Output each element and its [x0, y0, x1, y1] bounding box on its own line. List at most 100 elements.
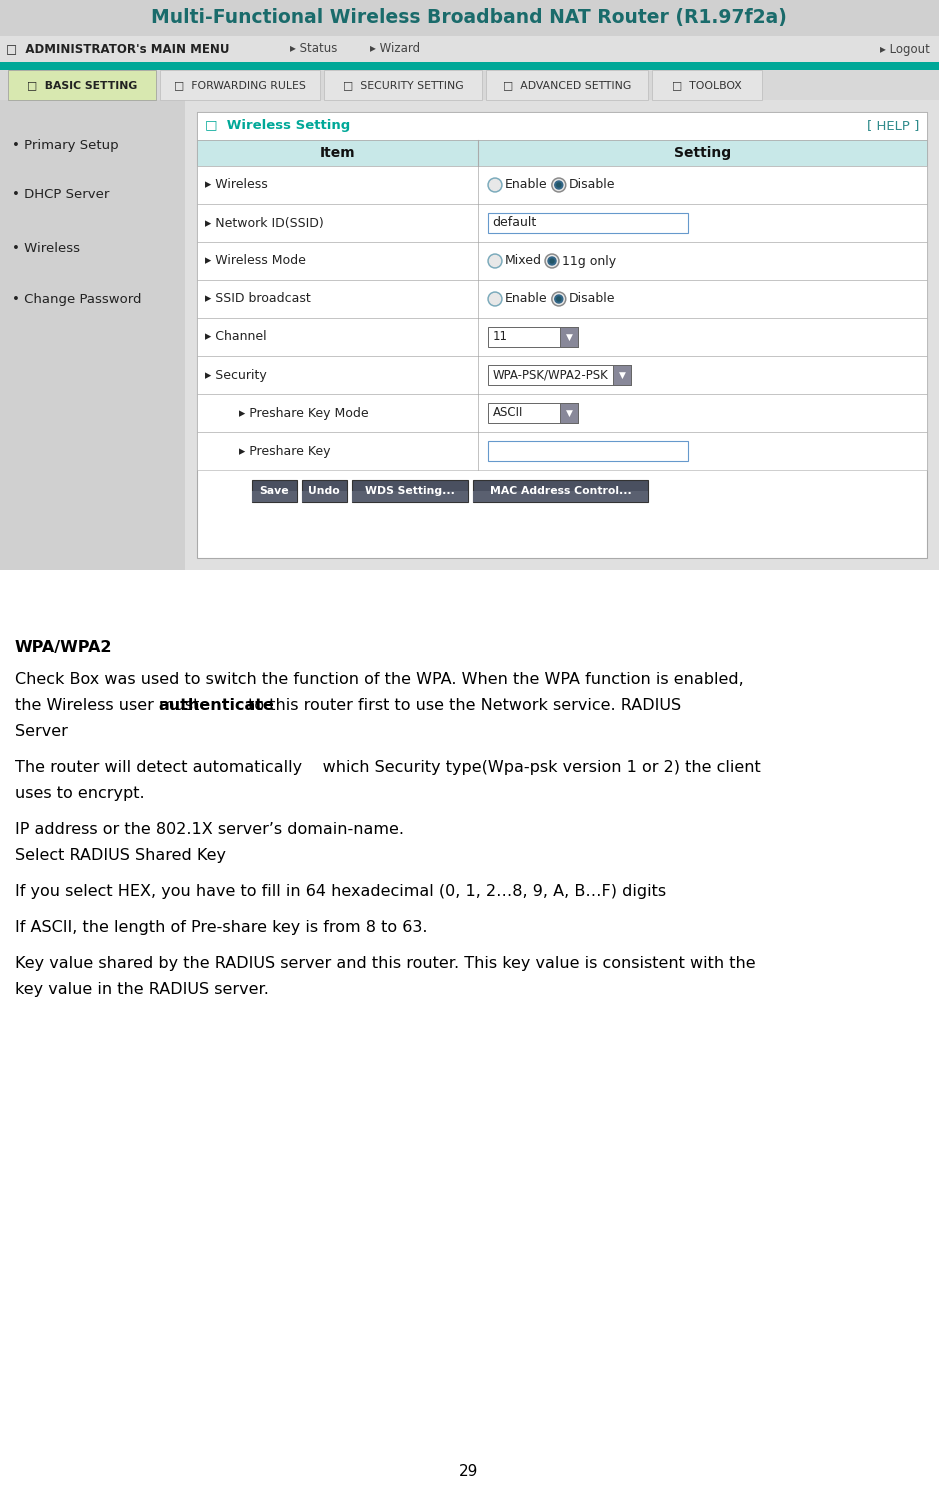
Bar [0, 63, 939, 70]
Text: Enable: Enable [505, 292, 547, 306]
Circle shape [552, 178, 566, 192]
Text: If you select HEX, you have to fill in 64 hexadecimal (0, 1, 2…8, 9, A, B…F) dig: If you select HEX, you have to fill in 6… [15, 883, 666, 900]
Bar [252, 480, 297, 501]
Text: 11g only: 11g only [562, 255, 616, 267]
Circle shape [555, 295, 562, 303]
Bar [488, 442, 688, 461]
Circle shape [557, 297, 561, 301]
Text: The router will detect automatically    which Security type(Wpa-psk version 1 or: The router will detect automatically whi… [15, 759, 761, 774]
Circle shape [488, 292, 502, 306]
Bar [0, 70, 939, 100]
Text: □  ADVANCED SETTING: □ ADVANCED SETTING [503, 81, 631, 90]
Text: ▸ Preshare Key: ▸ Preshare Key [223, 445, 331, 458]
Circle shape [546, 255, 558, 267]
Bar [488, 403, 578, 424]
Circle shape [545, 254, 559, 269]
Text: □  ADMINISTRATOR's MAIN MENU: □ ADMINISTRATOR's MAIN MENU [6, 42, 229, 55]
Bar [473, 480, 648, 501]
Text: □  TOOLBOX: □ TOOLBOX [672, 81, 742, 90]
Text: ▸ Preshare Key Mode: ▸ Preshare Key Mode [223, 406, 369, 419]
Circle shape [557, 184, 561, 186]
Text: Server: Server [15, 724, 68, 739]
Bar [488, 327, 578, 348]
Circle shape [488, 254, 502, 269]
Bar [197, 204, 927, 242]
Text: Item: Item [319, 146, 355, 160]
Circle shape [489, 294, 500, 304]
Text: Save: Save [259, 486, 289, 495]
Bar [160, 70, 320, 100]
Bar [197, 357, 927, 394]
Bar [197, 112, 927, 558]
Text: Enable: Enable [505, 179, 547, 191]
Text: ▸ Security: ▸ Security [205, 369, 267, 382]
Bar [351, 491, 469, 501]
Circle shape [548, 257, 556, 266]
Bar [301, 491, 346, 501]
Bar [197, 242, 927, 280]
Text: 11: 11 [493, 331, 508, 343]
Text: ▼: ▼ [619, 370, 625, 379]
Text: 29: 29 [459, 1465, 479, 1480]
Text: default: default [492, 216, 536, 230]
Bar [488, 213, 688, 233]
Text: • Change Password: • Change Password [12, 294, 142, 306]
Text: ▸ Channel: ▸ Channel [205, 331, 267, 343]
Text: If ASCII, the length of Pre-share key is from 8 to 63.: If ASCII, the length of Pre-share key is… [15, 921, 427, 935]
Bar [324, 70, 482, 100]
Bar [613, 366, 631, 385]
Text: WDS Setting...: WDS Setting... [365, 486, 454, 495]
Text: ▸ Status: ▸ Status [290, 42, 337, 55]
Bar [252, 491, 297, 501]
Text: Mixed: Mixed [505, 255, 542, 267]
Text: Key value shared by the RADIUS server and this router. This key value is consist: Key value shared by the RADIUS server an… [15, 956, 756, 971]
Bar [488, 366, 631, 385]
Text: ▸ Wireless Mode: ▸ Wireless Mode [205, 255, 306, 267]
Bar [486, 70, 648, 100]
Text: Check Box was used to switch the function of the WPA. When the WPA function is e: Check Box was used to switch the functio… [15, 671, 744, 686]
Bar [560, 327, 578, 348]
Bar [0, 100, 185, 570]
Text: □  BASIC SETTING: □ BASIC SETTING [27, 81, 137, 90]
Bar [301, 480, 346, 501]
Bar [197, 318, 927, 357]
Circle shape [553, 294, 564, 304]
Bar [0, 0, 939, 36]
Bar [197, 166, 927, 204]
Text: Multi-Functional Wireless Broadband NAT Router (R1.97f2a): Multi-Functional Wireless Broadband NAT … [151, 9, 787, 27]
Circle shape [553, 179, 564, 191]
Bar [197, 280, 927, 318]
Text: ▸ Wizard: ▸ Wizard [370, 42, 420, 55]
Bar [197, 394, 927, 433]
Circle shape [488, 178, 502, 192]
Text: WPA/WPA2: WPA/WPA2 [15, 640, 113, 655]
Circle shape [489, 179, 500, 191]
Text: Disable: Disable [569, 179, 615, 191]
Text: • Wireless: • Wireless [12, 242, 80, 255]
Text: ▼: ▼ [565, 333, 573, 342]
Text: ▸ Network ID(SSID): ▸ Network ID(SSID) [205, 216, 324, 230]
Text: [ HELP ]: [ HELP ] [867, 119, 919, 133]
Bar [351, 480, 469, 501]
Bar [197, 433, 927, 470]
Text: ▼: ▼ [565, 409, 573, 418]
Bar [0, 100, 939, 570]
Text: Undo: Undo [308, 486, 340, 495]
Bar [0, 36, 939, 63]
Bar [8, 70, 156, 100]
Text: • Primary Setup: • Primary Setup [12, 139, 118, 152]
Text: □  Wireless Setting: □ Wireless Setting [205, 119, 350, 133]
Bar [197, 112, 927, 140]
Text: to this router first to use the Network service. RADIUS: to this router first to use the Network … [243, 698, 682, 713]
Bar [560, 403, 578, 424]
Text: • DHCP Server: • DHCP Server [12, 188, 109, 201]
Text: ▸ Logout: ▸ Logout [880, 42, 930, 55]
Text: Select RADIUS Shared Key: Select RADIUS Shared Key [15, 847, 226, 862]
Text: key value in the RADIUS server.: key value in the RADIUS server. [15, 982, 269, 997]
Text: ASCII: ASCII [493, 406, 523, 419]
Text: ▸ SSID broadcast: ▸ SSID broadcast [205, 292, 311, 306]
Text: ▸ Wireless: ▸ Wireless [205, 179, 268, 191]
Text: Disable: Disable [569, 292, 615, 306]
Circle shape [555, 181, 562, 189]
Bar [473, 491, 648, 501]
